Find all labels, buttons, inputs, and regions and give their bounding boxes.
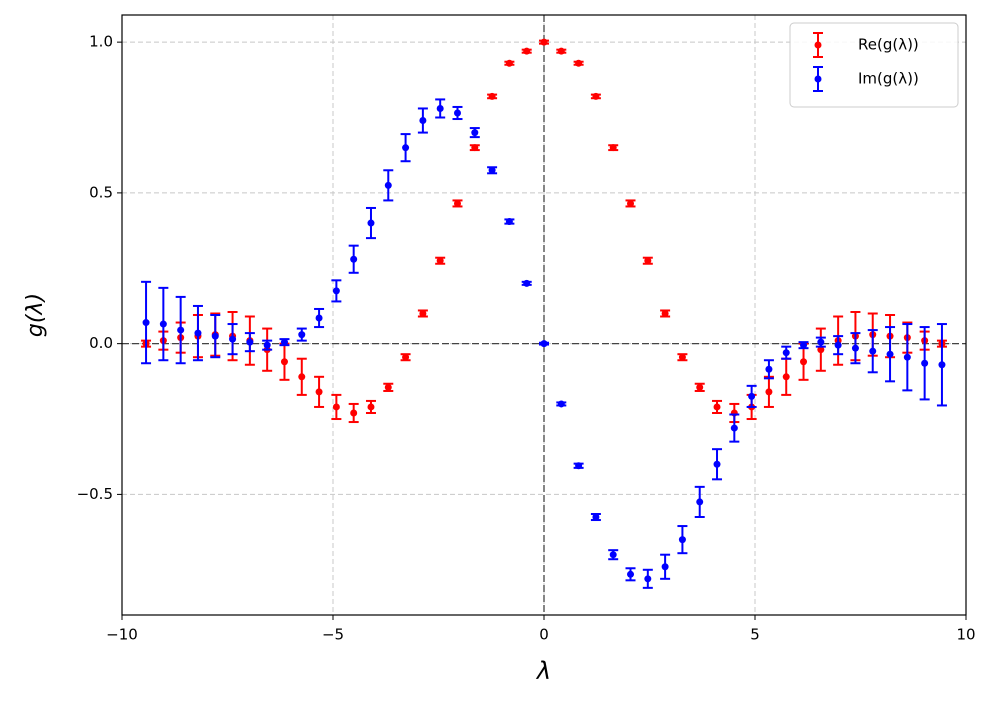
marker [575,462,583,470]
marker [419,309,427,317]
marker [488,166,496,174]
marker [782,349,790,357]
marker [748,392,756,400]
marker [851,344,859,352]
marker [678,536,686,544]
marker [350,255,358,263]
x-tick-label: 10 [956,626,975,644]
y-tick-label: 1.0 [89,33,113,51]
marker [332,403,340,411]
marker [678,353,686,361]
marker [471,144,479,152]
marker [713,403,721,411]
marker [298,331,306,339]
marker [384,181,392,189]
x-tick-label: −10 [106,626,138,644]
plot-frame [121,14,967,616]
marker [644,575,652,583]
marker [488,92,496,100]
marker [713,460,721,468]
marker [402,144,410,152]
marker [350,409,358,417]
marker [505,59,513,67]
marker [696,383,704,391]
marker [609,551,617,559]
marker [246,338,254,346]
marker [523,279,531,287]
marker [609,144,617,152]
marker [142,319,150,327]
marker [453,109,461,117]
marker [436,104,444,112]
marker [661,563,669,571]
marker [782,373,790,381]
marker [453,199,461,207]
x-tick-label: −5 [322,626,344,644]
x-tick-label: 5 [750,626,760,644]
marker [471,129,479,137]
marker [263,341,271,349]
marker [280,338,288,346]
y-axis-label: g(λ) [23,293,48,337]
x-tick-label: 0 [539,626,549,644]
marker [557,400,565,408]
marker [419,117,427,125]
marker [211,332,219,340]
legend-symbol [814,41,822,49]
y-tick-label: 0.0 [89,334,113,352]
marker [592,92,600,100]
marker [540,38,548,46]
marker [523,47,531,55]
y-tick-label: −0.5 [77,485,113,503]
legend-label: Re(g(λ)) [858,36,919,54]
marker [817,338,825,346]
marker [367,219,375,227]
legend-label: Im(g(λ)) [858,70,919,88]
marker [800,358,808,366]
marker [592,513,600,521]
marker [298,373,306,381]
marker [938,361,946,369]
marker [194,329,202,337]
marker [384,383,392,391]
marker [402,353,410,361]
marker [800,341,808,349]
marker [436,257,444,265]
marker [644,257,652,265]
marker [540,340,548,348]
legend: Re(g(λ)) Im(g(λ)) [789,22,959,108]
marker [229,335,237,343]
series [141,98,947,589]
legend-box [789,22,959,108]
marker [575,59,583,67]
marker [903,353,911,361]
marker [315,388,323,396]
marker [367,403,375,411]
marker [886,350,894,358]
x-axis-label: λ [535,657,551,685]
marker [869,347,877,355]
marker [315,314,323,322]
marker [921,359,929,367]
marker [627,570,635,578]
marker [177,326,185,334]
marker [817,346,825,354]
marker [332,287,340,295]
marker [765,365,773,373]
y-tick-label: 0.5 [89,183,113,201]
marker [505,218,513,226]
marker [280,358,288,366]
legend-symbol [814,75,822,83]
marker [627,199,635,207]
marker [730,424,738,432]
marker [834,341,842,349]
marker [661,309,669,317]
marker [765,388,773,396]
marker [159,320,167,328]
marker [557,47,565,55]
marker [696,498,704,506]
